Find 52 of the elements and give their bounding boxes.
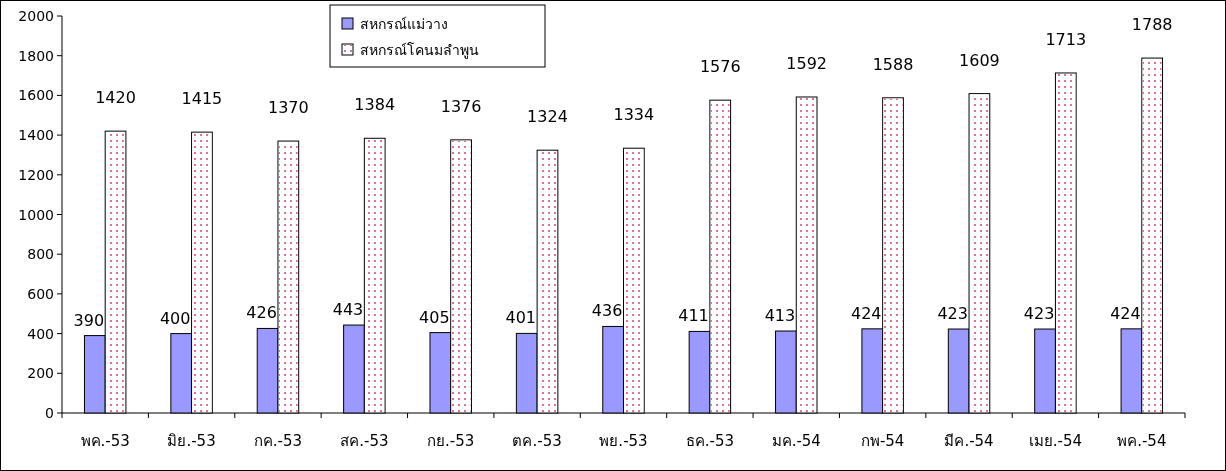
data-label: 411 [678,306,709,326]
y-tick-label: 2000 [18,8,54,24]
data-label: 424 [851,303,882,323]
x-tick-label: สค.-53 [340,432,389,450]
x-tick-label: เมย.-54 [1028,432,1083,450]
x-tick-label: ตค.-53 [512,432,562,450]
x-tick-label: ธค.-53 [685,432,735,450]
data-label: 401 [505,308,537,328]
data-label: 390 [73,310,105,330]
y-tick-label: 800 [27,246,54,263]
data-label: 1592 [786,53,827,73]
y-tick-label: 1000 [18,206,54,223]
data-label: 1324 [527,107,568,127]
data-label: 1609 [959,50,1000,70]
legend-label: สหกรณ์แม่วาง [360,16,448,32]
y-tick-label: 600 [27,285,54,302]
legend-label: สหกรณ์โคนมลำพูน [360,42,479,59]
data-label: 443 [332,300,364,320]
data-label: 423 [1023,304,1055,324]
y-tick-label: 400 [27,325,54,342]
data-label: 1334 [613,105,655,125]
y-tick-label: 1200 [18,166,54,183]
x-tick-label: มีค.-54 [944,432,994,450]
data-label: 436 [591,301,623,321]
data-label: 424 [1110,303,1141,323]
data-label: 1576 [699,57,741,77]
x-tick-label: พค.-54 [1117,432,1167,450]
data-label: 1376 [440,96,482,116]
data-label: 413 [764,306,796,326]
data-label: 1588 [872,54,914,74]
data-label: 400 [159,308,191,328]
x-tick-label: กพ-54 [860,432,905,450]
data-label: 1415 [181,89,223,109]
y-tick-label: 0 [45,405,54,421]
x-tick-label: มค.-54 [771,432,821,450]
data-label: 1384 [354,95,396,115]
data-label: 1713 [1045,29,1087,49]
y-tick-label: 1600 [18,87,54,104]
data-label: 1788 [1131,15,1173,35]
y-tick-label: 1400 [18,127,54,144]
x-tick-label: กย.-53 [427,432,475,450]
data-label: 423 [937,304,968,324]
y-tick-label: 1800 [18,47,54,64]
x-tick-label: พค.-53 [80,432,130,450]
x-tick-label: มิย.-53 [167,432,216,450]
data-label: 426 [246,303,277,323]
data-label: 1370 [267,98,309,118]
x-tick-label: กค.-53 [253,432,303,450]
data-label: 1420 [95,88,136,108]
x-tick-label: พย.-53 [599,432,648,450]
data-label: 405 [419,307,450,327]
y-tick-label: 200 [27,365,54,382]
